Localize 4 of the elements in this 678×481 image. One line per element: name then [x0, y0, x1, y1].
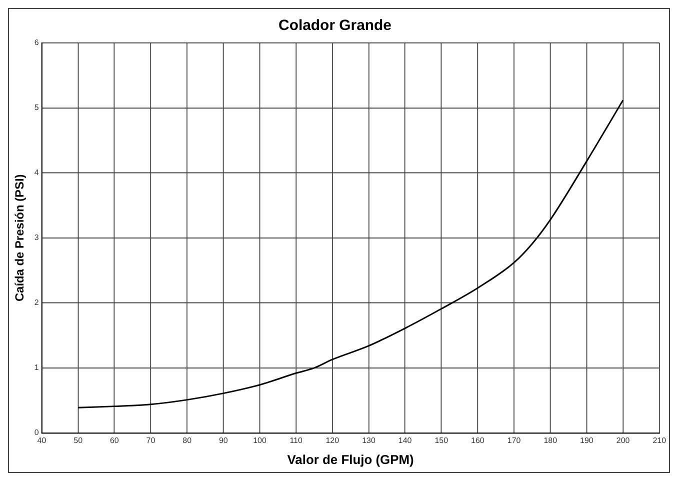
line-series [77, 99, 624, 408]
y-axis-title: Caída de Presión (PSI) [12, 174, 26, 302]
x-axis-title: Valor de Flujo (GPM) [287, 452, 414, 467]
chart-title: Colador Grande [278, 17, 392, 34]
